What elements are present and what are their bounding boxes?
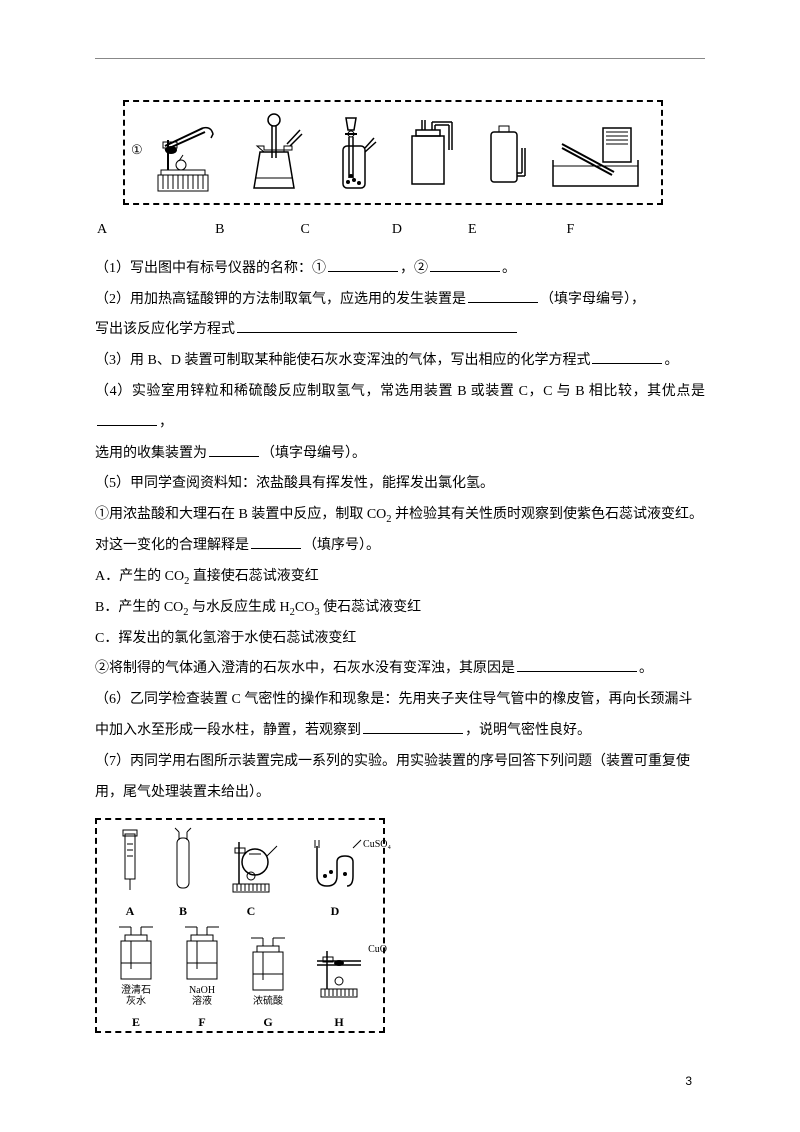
q7-line2: 用，尾气处理装置未给出）。 [95,778,705,809]
top-rule [95,58,705,59]
label-f: F [567,215,575,246]
blank-q4-1 [97,412,157,426]
fb2-cell-g: 浓硫酸 G [243,936,293,1035]
blank-q2-1 [468,289,538,303]
apparatus-c [326,108,381,198]
blank-q5-2 [517,658,637,672]
apparatus-b [242,108,307,198]
fb2-cell-c: C [221,826,281,924]
label-b: B [215,215,224,246]
figure-1-apparatus: ① [123,100,663,205]
blank-q5-1 [251,535,301,549]
apparatus-a [143,108,223,198]
label-c: C [300,215,309,246]
fb2-cell-b: B [169,826,197,924]
q1-line: （1）写出图中有标号仪器的名称：①，②。 [95,254,705,285]
content-body: （1）写出图中有标号仪器的名称：①，②。 （2）用加热高锰酸钾的方法制取氧气，应… [95,254,705,809]
opt-b: B．产生的 CO2 与水反应生成 H2CO3 使石蕊试液变红 [95,593,705,624]
apparatus-d [400,108,460,198]
blank-q3 [592,350,662,364]
q4-line1: （4）实验室用锌粒和稀硫酸反应制取氢气，常选用装置 B 或装置 C，C 与 B … [95,377,705,439]
circled-label-1: ① [131,136,143,165]
fb2-sub-f: NaOH溶液 [189,985,215,1007]
label-e: E [468,215,477,246]
opt-c: C．挥发出的氯化氢溶于水使石蕊试液变红 [95,624,705,655]
q5-line4: ②将制得的气体通入澄清的石灰水中，石灰水没有变浑浊，其原因是。 [95,654,705,685]
q7-line1: （7）丙同学用右图所示装置完成一系列的实验。用实验装置的序号回答下列问题（装置可… [95,747,705,778]
fb2-cell-a: A [115,826,145,924]
opt-a: A．产生的 CO2 直接使石蕊试液变红 [95,562,705,593]
fb2-cell-f: NaOH溶液 F [177,925,227,1035]
label-a: A [97,215,107,246]
q6-line2: 中加入水至形成一段水柱，静置，若观察到，说明气密性良好。 [95,716,705,747]
q5-line1: （5）甲同学查阅资料知：浓盐酸具有挥发性，能挥发出氯化氢。 [95,469,705,500]
fb2-cell-e: 澄清石灰水 E [111,925,161,1035]
label-d: D [392,215,402,246]
q5-line3: 对这一变化的合理解释是（填序号）。 [95,531,705,562]
figure-2-row-1: A B C CuSO₄ D [103,826,377,924]
blank-q2-2 [237,319,517,333]
fb2-sub-e: 澄清石灰水 [121,985,151,1007]
fb2-cell-d: CuSO₄ D [305,826,365,924]
blank-q6 [363,720,463,734]
blank-q4-2 [209,443,259,457]
q6-line1: （6）乙同学检查装置 C 气密性的操作和现象是：先用夹子夹住导气管中的橡皮管，再… [95,685,705,716]
apparatus-f [548,108,643,198]
q2-line2: 写出该反应化学方程式 [95,315,705,346]
blank-q1-2 [430,258,500,272]
figure-2-apparatus: A B C CuSO₄ D 澄清石灰水 E NaOH溶液 F 浓硫酸 [95,818,385,1033]
blank-q1-1 [328,258,398,272]
apparatus-e [479,108,529,198]
figure-1-label-row: A B C D E F [95,215,705,246]
q5-line2: ①用浓盐酸和大理石在 B 装置中反应，制取 CO2 并检验其有关性质时观察到使紫… [95,500,705,531]
q3-line: （3）用 B、D 装置可制取某种能使石灰水变浑浊的气体，写出相应的化学方程式。 [95,346,705,377]
q2-line1: （2）用加热高锰酸钾的方法制取氧气，应选用的发生装置是（填字母编号）， [95,285,705,316]
q4-line2: 选用的收集装置为（填字母编号）。 [95,439,705,470]
page-number: 3 [685,1068,692,1094]
figure-2-row-2: 澄清石灰水 E NaOH溶液 F 浓硫酸 G CuO H [103,925,377,1035]
fb2-cell-h: CuO H [309,937,369,1035]
